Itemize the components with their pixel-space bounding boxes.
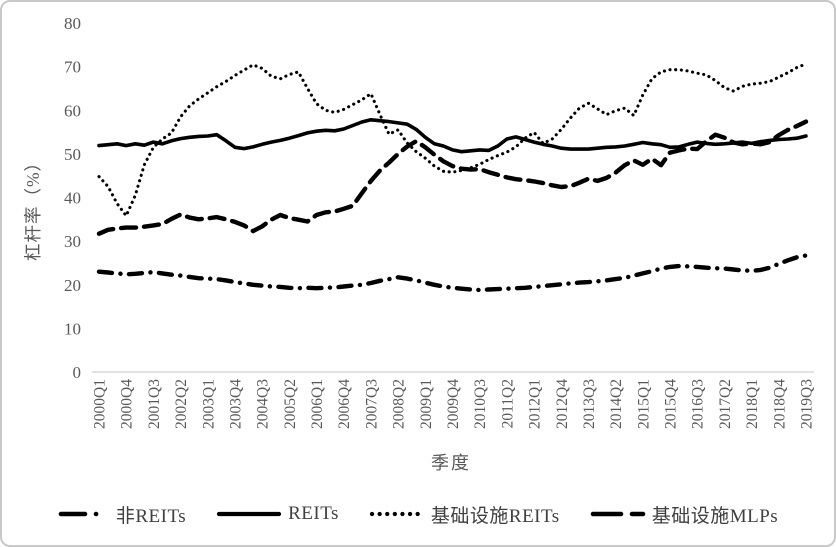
x-tick-label: 2009Q1 [418, 379, 435, 429]
legend-label-infra-mlps: 基础设施MLPs [651, 505, 779, 527]
x-tick-label: 2010Q3 [472, 379, 489, 429]
x-tick-label: 2002Q2 [173, 379, 190, 429]
y-tick-label: 70 [64, 58, 81, 77]
legend-sample-dashdot-line [58, 511, 110, 517]
legend-sample-solid-line [217, 511, 282, 517]
x-tick-label: 2006Q1 [309, 379, 326, 429]
x-tick-label: 2001Q3 [146, 379, 163, 429]
x-tick-label: 2008Q2 [391, 379, 408, 429]
y-tick-label: 0 [73, 363, 82, 382]
x-tick-label: 2000Q4 [119, 379, 136, 429]
legend-item-reits[interactable]: REITs [216, 503, 339, 525]
legend-label-reits: REITs [288, 503, 339, 524]
y-tick-label: 80 [64, 14, 81, 33]
series-line-non-reits [96, 253, 809, 293]
x-tick-label: 2018Q1 [744, 379, 761, 429]
x-tick-label: 2018Q4 [771, 379, 788, 429]
series-line-reits [97, 118, 808, 154]
x-tick-label: 2014Q2 [608, 379, 625, 429]
x-tick-label: 2003Q4 [227, 379, 244, 429]
y-tick-label: 60 [64, 101, 81, 120]
y-tick-label: 40 [64, 189, 81, 208]
x-tick-label: 2004Q3 [255, 379, 272, 429]
legend-label-non-reits: 非REITs [115, 505, 187, 527]
y-tick-label: 50 [64, 145, 81, 164]
x-tick-label: 2012Q1 [527, 379, 544, 429]
x-tick-label: 2015Q1 [635, 379, 652, 429]
legend-item-non-reits[interactable]: 非REITs [58, 501, 186, 528]
x-tick-label: 2011Q2 [499, 379, 516, 428]
x-tick-label: 2000Q1 [92, 379, 109, 429]
legend-item-infra-reits[interactable]: 基础设施REITs [369, 501, 560, 528]
y-tick-label: 20 [64, 276, 81, 295]
x-tick-label: 2005Q2 [282, 379, 299, 429]
y-axis-title: 杠杆率（%） [23, 153, 43, 261]
y-tick-label: 30 [64, 232, 81, 251]
line-chart: 0 10 20 30 40 50 60 70 80 2000Q1 2000Q4 2001Q3 2002… [23, 14, 815, 473]
x-tick-label: 2012Q4 [554, 379, 571, 429]
legend-sample-dashed-line [590, 511, 645, 517]
x-tick-label: 2009Q4 [445, 379, 462, 429]
x-tick-label: 2007Q3 [363, 379, 380, 429]
series-line-infra-reits [97, 62, 808, 218]
x-tick-label: 2003Q1 [200, 379, 217, 429]
legend-label-infra-reits: 基础设施REITs [430, 505, 560, 527]
x-tick-label: 2016Q3 [690, 379, 707, 429]
x-tick-label: 2006Q4 [336, 379, 353, 429]
legend-item-infra-mlps[interactable]: 基础设施MLPs [590, 501, 778, 528]
x-tick-label: 2013Q3 [581, 379, 598, 429]
x-axis-title: 季度 [431, 453, 471, 473]
y-tick-label: 10 [64, 319, 81, 338]
x-tick-label: 2015Q4 [663, 379, 680, 429]
legend: 非REITs REITs 基础设施REITs 基础设施MLPs [2, 490, 834, 538]
legend-sample-dotted-line [369, 511, 425, 517]
x-tick-label: 2017Q2 [717, 379, 734, 429]
series-line-infra-mlps [96, 119, 809, 236]
x-tick-label: 2019Q3 [798, 379, 815, 429]
